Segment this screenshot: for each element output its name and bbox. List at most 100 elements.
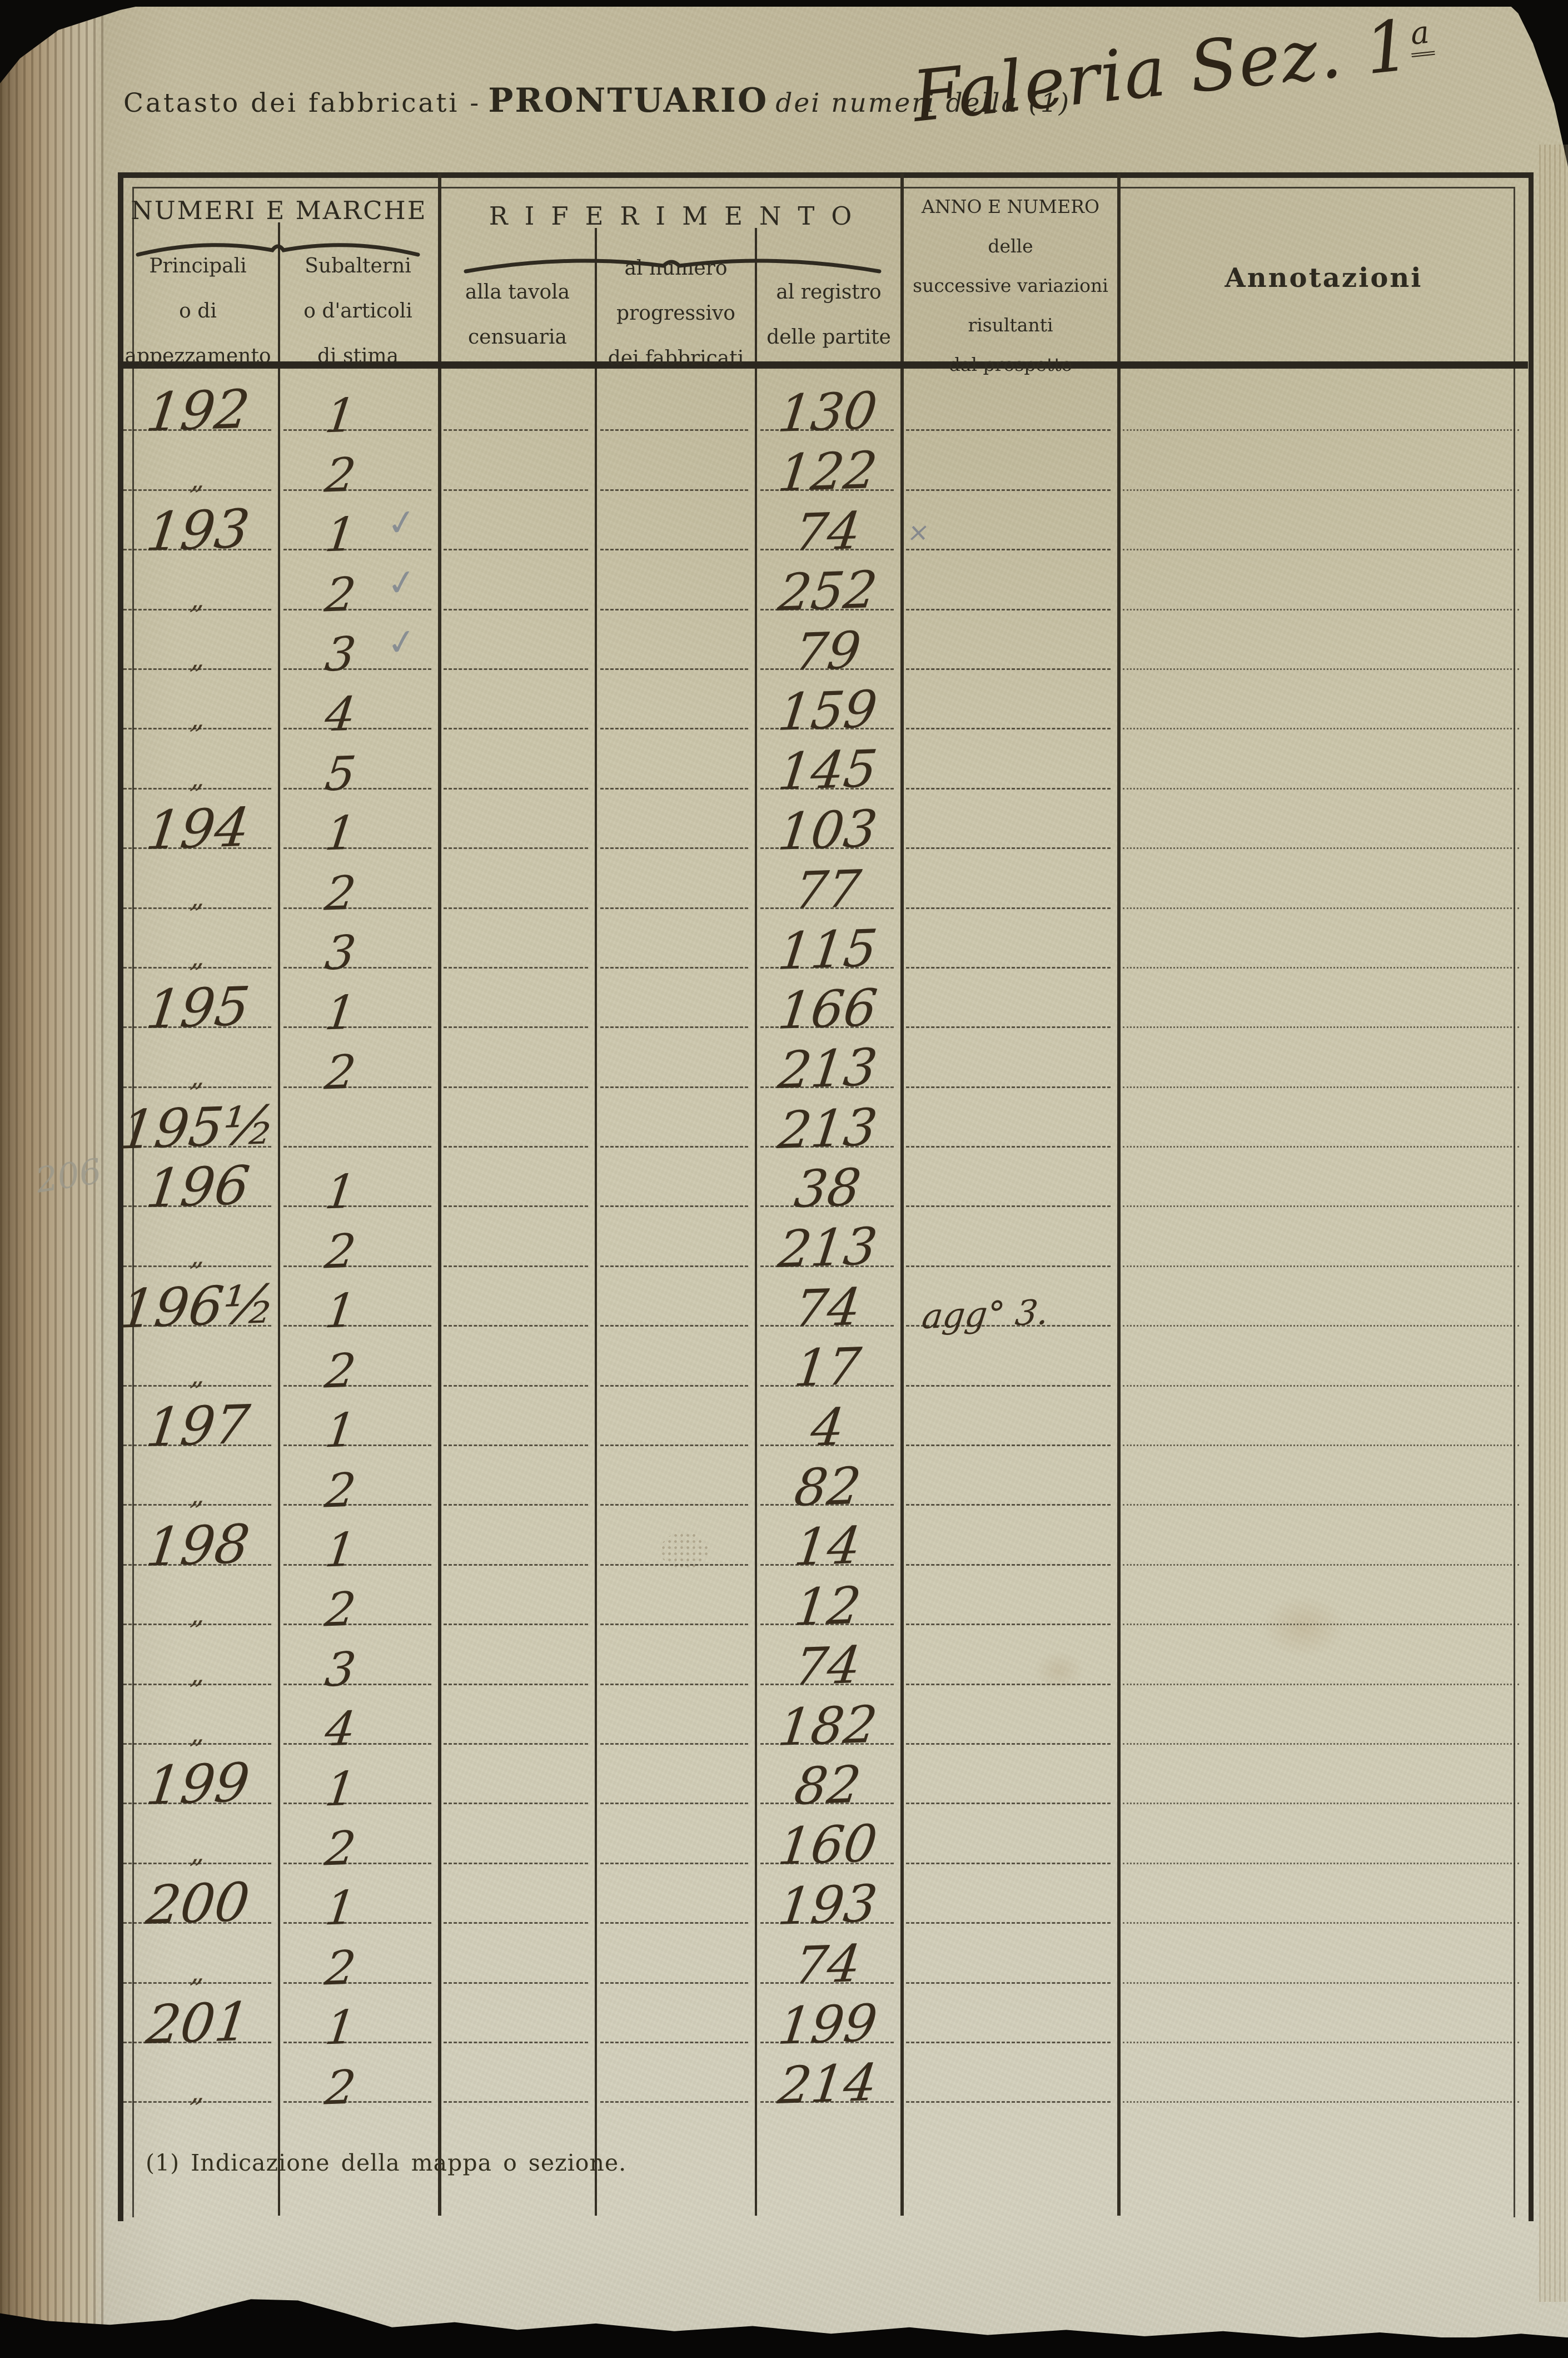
cell-subalterno: 1 <box>278 969 438 1040</box>
column-header-tavola-censuaria: alla tavola censuaria <box>440 281 595 371</box>
principale-value: „ <box>188 2075 207 2108</box>
cell-registro-partite: 252 <box>755 550 900 623</box>
cell-subalterno: 1 <box>278 1387 438 1458</box>
cell-subalterno: 5 <box>278 729 438 801</box>
header-line: progressivo <box>616 302 735 325</box>
cell-principale: 195½ <box>117 1088 278 1161</box>
book-binding-edge <box>0 7 106 2331</box>
cell-numero-progressivo <box>595 1506 755 1566</box>
cell-tavola-censuaria <box>438 670 595 730</box>
cell-anno-variazioni: × <box>900 491 1117 551</box>
column-header-annotazioni: Annotazioni <box>1224 262 1423 294</box>
table-row: „ 2 213 <box>118 1028 1528 1100</box>
cell-annotazioni <box>1117 1028 1526 1089</box>
cell-tavola-censuaria <box>438 491 595 551</box>
cell-principale: 194 <box>118 790 278 862</box>
cell-subalterno: 2 <box>278 431 438 503</box>
cell-annotazioni <box>1117 1446 1526 1506</box>
table-row: „ 3 115 <box>118 909 1528 981</box>
cell-registro-partite: 182 <box>755 1685 900 1758</box>
cell-tavola-censuaria <box>438 729 595 790</box>
cell-anno-variazioni <box>900 909 1117 969</box>
cell-anno-variazioni <box>900 1864 1117 1924</box>
cell-tavola-censuaria <box>438 1088 595 1148</box>
cell-registro-partite: 77 <box>755 849 900 921</box>
cell-registro-partite: 74 <box>755 1625 900 1697</box>
cell-tavola-censuaria <box>438 1566 595 1626</box>
cell-subalterno: 2 <box>278 2043 438 2115</box>
cell-annotazioni <box>1117 1088 1526 1148</box>
column-header-principali: Principali o di appezzamento <box>118 255 278 390</box>
header-line: delle partite <box>766 326 891 349</box>
header-riferimento: RIFERIMENTO <box>489 201 869 231</box>
cell-subalterno: 2 <box>278 1327 438 1398</box>
header-line: dei fabbricati <box>608 347 744 370</box>
cell-annotazioni <box>1117 670 1526 730</box>
cell-annotazioni <box>1117 491 1526 551</box>
anno-note: × <box>905 517 932 548</box>
cell-numero-progressivo <box>595 1446 755 1506</box>
pencil-check-icon: ✓ <box>384 560 420 605</box>
cell-registro-partite: 166 <box>755 969 900 1041</box>
title-suffix: dei numeri della (1) <box>775 88 1071 118</box>
cell-anno-variazioni <box>900 371 1117 431</box>
page-title: Catasto dei fabbricati - PRONTUARIO dei … <box>123 81 1071 120</box>
cell-registro-partite: 74 <box>755 1924 900 1995</box>
header-line: o di <box>179 300 217 322</box>
header-line: dal prospetto <box>948 354 1073 375</box>
cell-numero-progressivo <box>595 1028 755 1089</box>
cell-principale: „ <box>118 1028 278 1093</box>
table-row: 196½ 1 74 agg° 3. <box>117 1267 1528 1341</box>
table-row: „ 3 ✓ 79 <box>118 610 1528 682</box>
cell-anno-variazioni <box>900 1207 1117 1268</box>
cell-subalterno: 1 <box>278 1267 438 1339</box>
cell-annotazioni <box>1117 371 1526 431</box>
title-prefix: Catasto dei fabbricati - <box>123 88 481 118</box>
cell-annotazioni <box>1117 1267 1526 1327</box>
cell-registro-partite: 38 <box>755 1148 900 1219</box>
header-line: delle <box>988 235 1033 257</box>
cell-numero-progressivo <box>595 1267 755 1327</box>
cell-annotazioni <box>1117 1506 1526 1566</box>
cell-tavola-censuaria <box>438 610 595 671</box>
cell-anno-variazioni <box>900 729 1117 790</box>
cell-numero-progressivo <box>595 909 755 969</box>
table-row: 192 1 130 <box>118 371 1528 444</box>
header-line: ANNO E NUMERO <box>921 196 1100 217</box>
table-row: 195 1 166 <box>118 969 1528 1041</box>
cell-numero-progressivo <box>595 491 755 551</box>
cell-numero-progressivo <box>595 550 755 610</box>
cell-principale: „ <box>118 1804 278 1869</box>
table-row: „ 4 159 <box>118 670 1528 742</box>
cell-subalterno <box>278 1088 438 1148</box>
cell-principale: „ <box>118 1924 278 1988</box>
pencil-check-icon: ✓ <box>384 620 420 666</box>
table-row: „ 2 ✓ 252 <box>118 550 1528 623</box>
cell-principale: 195 <box>118 969 278 1041</box>
cell-registro-partite: 103 <box>755 790 900 862</box>
cell-annotazioni <box>1117 431 1526 492</box>
cell-annotazioni <box>1117 1685 1526 1745</box>
cell-tavola-censuaria <box>438 1327 595 1387</box>
header-bottom-rule <box>118 361 1528 369</box>
cell-subalterno: 2 <box>278 1446 438 1518</box>
cell-tavola-censuaria <box>438 1148 595 1208</box>
cell-subalterno: 1 <box>278 790 438 861</box>
cell-subalterno: 3 <box>278 909 438 981</box>
cell-anno-variazioni <box>900 1566 1117 1626</box>
cell-anno-variazioni <box>900 1088 1117 1148</box>
cell-subalterno: 2 <box>278 1924 438 1995</box>
table-row: „ 2 17 <box>118 1327 1528 1398</box>
handwritten-superscript: a <box>1407 14 1435 57</box>
header-numeri-e-marche: NUMERI E MARCHE <box>131 196 427 225</box>
column-header-anno-e-numero: ANNO E NUMERO delle successive variazion… <box>904 196 1117 393</box>
cell-registro-partite: 199 <box>755 1984 900 2056</box>
header-line: successive variazioni <box>913 275 1108 296</box>
cell-principale: 192 <box>118 371 278 444</box>
header-brace-icon <box>464 259 882 274</box>
cell-annotazioni <box>1117 969 1526 1029</box>
cell-anno-variazioni <box>900 2043 1117 2103</box>
cell-annotazioni <box>1117 1148 1526 1208</box>
column-header-subalterni: Subalterni o d'articoli di stima <box>278 255 438 390</box>
cell-anno-variazioni <box>900 670 1117 730</box>
